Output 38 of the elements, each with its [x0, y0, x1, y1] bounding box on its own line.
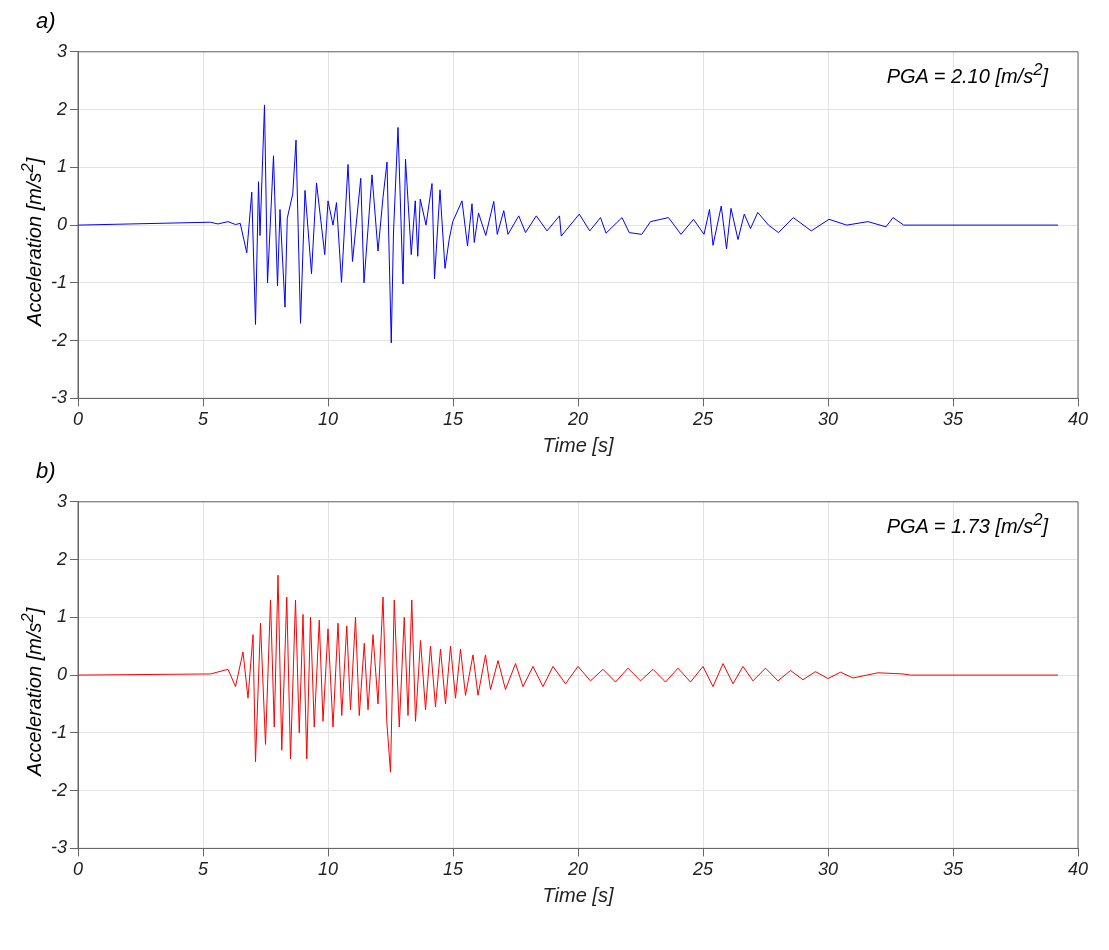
y-tick-label: 0 [56, 664, 67, 685]
y-tick-label: 2 [55, 98, 67, 119]
y-tick-label: -1 [50, 271, 67, 292]
x-tick-label: 30 [817, 859, 839, 880]
x-tick-label: 15 [442, 409, 464, 430]
x-tick-label: 20 [566, 409, 589, 430]
y-tick-label: -3 [50, 837, 67, 858]
x-tick-label: 40 [1067, 859, 1089, 880]
x-tick-label: 35 [942, 859, 964, 880]
x-tick-label: 25 [691, 409, 714, 430]
x-tick-label: 15 [442, 859, 464, 880]
x-axis-title: Time [s] [542, 883, 614, 906]
chart-title: b) [36, 458, 57, 485]
y-tick-label: -2 [50, 329, 67, 350]
y-tick-label: 1 [56, 606, 67, 627]
annotation: PGA = 1.73 [m/s$^{2}$] [886, 510, 1048, 538]
x-tick-label: 5 [198, 409, 209, 430]
x-tick-label: 0 [73, 409, 84, 430]
y-tick-label: 0 [56, 214, 67, 235]
x-tick-label: 30 [817, 409, 839, 430]
x-tick-label: 10 [317, 859, 339, 880]
x-axis-title: Time [s] [542, 433, 614, 456]
y-tick-label: -3 [50, 387, 67, 408]
y-tick-label: 2 [55, 548, 67, 569]
x-tick-label: 40 [1067, 409, 1089, 430]
y-tick-label: 3 [56, 40, 67, 61]
x-tick-label: 10 [317, 409, 339, 430]
x-tick-label: 35 [942, 409, 964, 430]
annotation: PGA = 2.10 [m/s$^{2}$] [886, 60, 1048, 88]
x-tick-label: 20 [566, 859, 589, 880]
chart-title: a) [36, 8, 57, 35]
x-tick-label: 25 [691, 859, 714, 880]
x-tick-label: 5 [198, 859, 209, 880]
y-tick-label: 3 [56, 490, 67, 511]
y-tick-label: -1 [50, 721, 67, 742]
y-tick-label: 1 [56, 156, 67, 177]
x-tick-label: 0 [73, 859, 84, 880]
y-tick-label: -2 [50, 779, 67, 800]
